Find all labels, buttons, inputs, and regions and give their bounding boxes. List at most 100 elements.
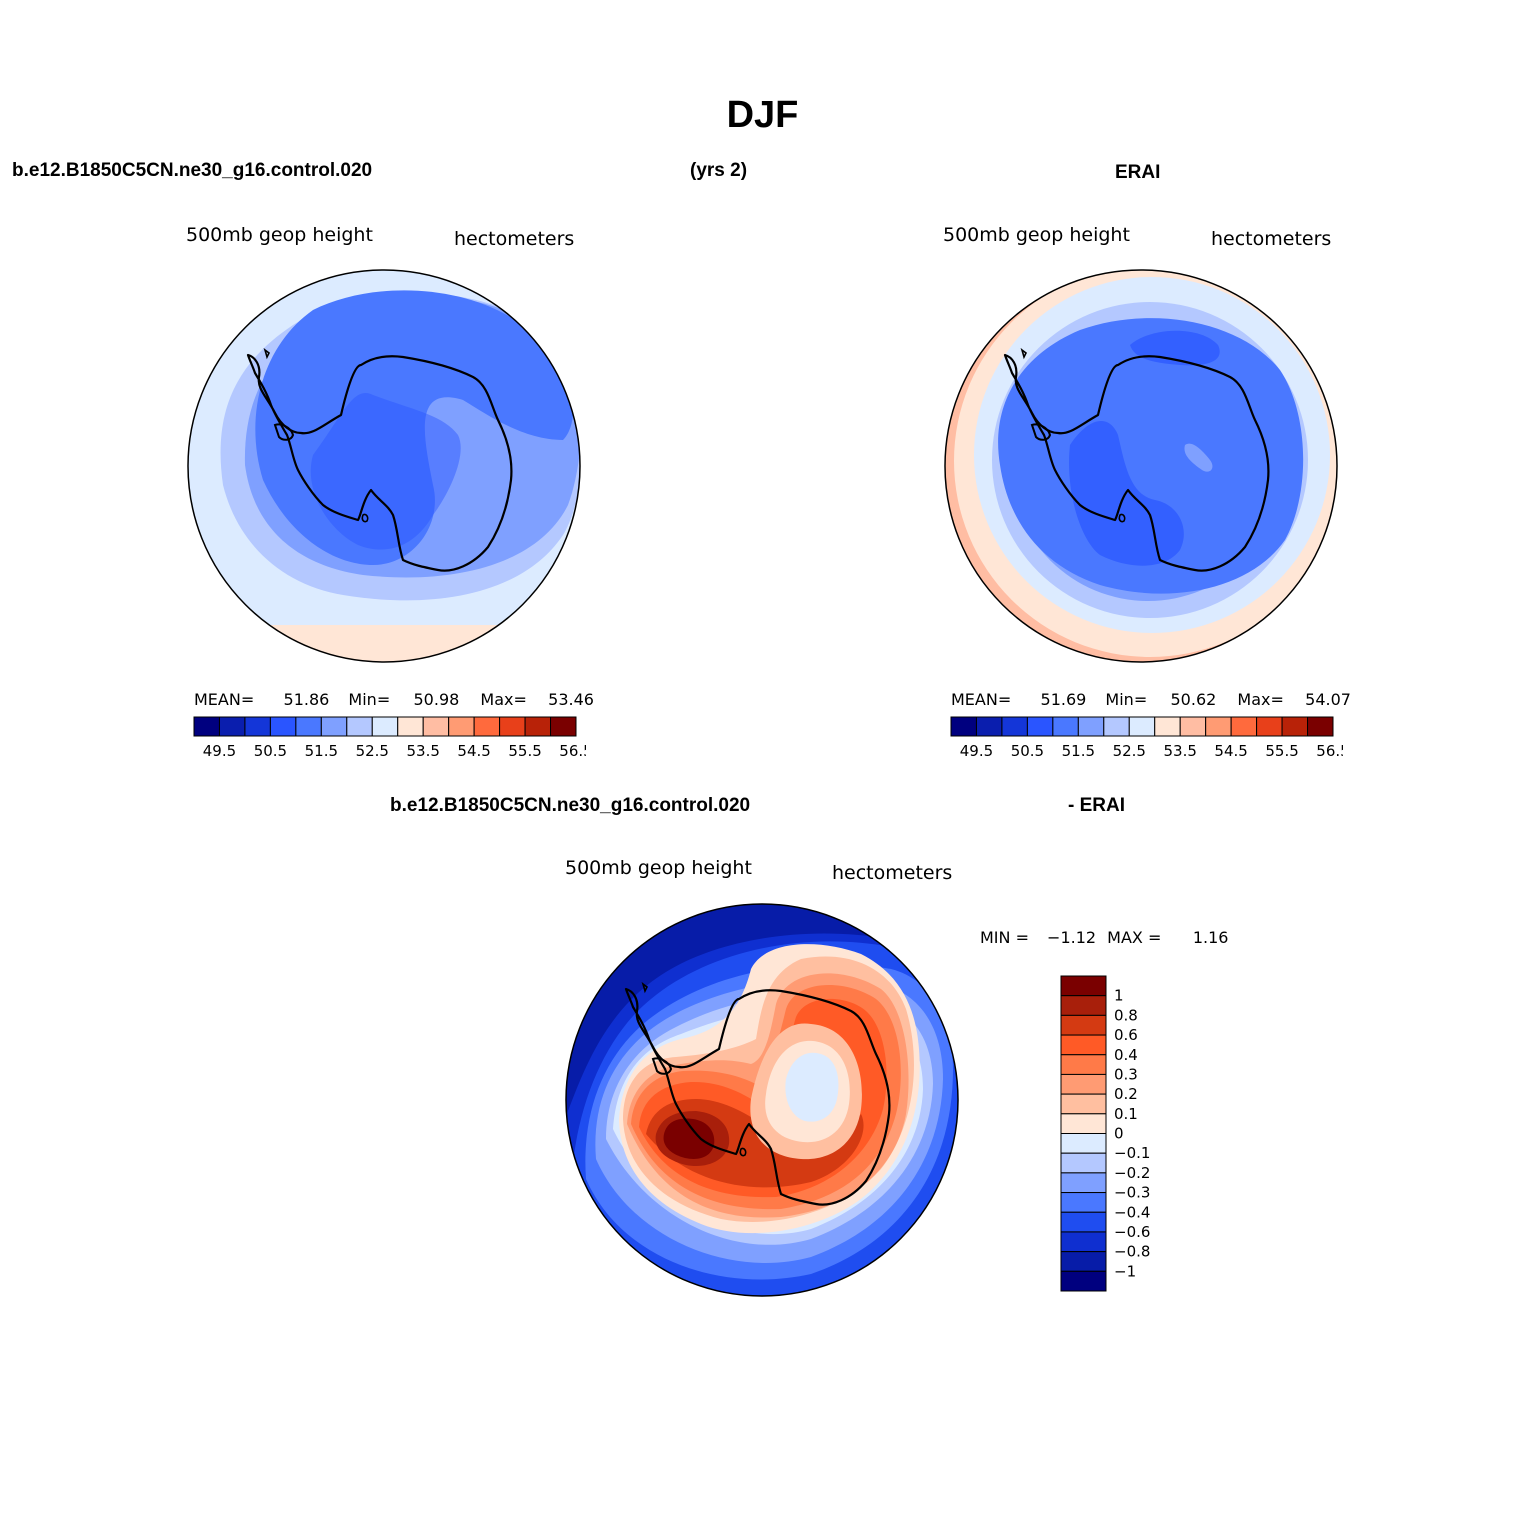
- top-right-case-title: ERAI: [1115, 162, 1161, 183]
- panel2-mean-value: 51.69: [1040, 690, 1087, 709]
- diff-title-right: - ERAI: [1068, 795, 1125, 816]
- panel1-min-label: Min=: [348, 690, 391, 709]
- panel1-units: hectometers: [454, 228, 575, 250]
- panel3-colorbar-swatch: [1060, 975, 1107, 997]
- panel2-colorbar-swatch: [1001, 716, 1028, 737]
- panel2-colorbar-swatch: [1077, 716, 1105, 737]
- panel3-colorbar-swatch: [1060, 1034, 1107, 1056]
- panel1-colorbar-swatch: [499, 716, 526, 737]
- panel3-colorbar-tick-label: 0.6: [1114, 1026, 1138, 1044]
- panel3-colorbar-tick-label: 0.2: [1114, 1085, 1138, 1103]
- panel3-colorbar-swatch: [1060, 1231, 1107, 1253]
- panel3-colorbar-swatch: [1060, 1211, 1107, 1233]
- panel2-colorbar-swatch: [1179, 716, 1207, 737]
- panel2-colorbar-swatch: [1230, 716, 1258, 737]
- panel2-min-value: 50.62: [1170, 690, 1217, 709]
- top-left-case-title: b.e12.B1850C5CN.ne30_g16.control.020: [12, 160, 373, 181]
- panel2-variable: 500mb geop height: [943, 224, 1130, 246]
- panel2-max-label: Max=: [1237, 690, 1284, 709]
- panel2-colorbar-tick-label: 50.5: [1011, 742, 1044, 760]
- panel2-colorbar-tick-label: 55.5: [1265, 742, 1298, 760]
- panel3-variable: 500mb geop height: [565, 857, 752, 879]
- panel3-colorbar-swatch: [1060, 1014, 1107, 1036]
- panel1-colorbar-swatch: [397, 716, 424, 737]
- panel1-colorbar-swatch: [269, 716, 297, 737]
- panel2-colorbar: 49.5 50.5 51.5 52.5 53.5 54.5 55.5 56.5: [950, 716, 1343, 760]
- panel2-mean-label: MEAN=: [951, 690, 1012, 709]
- panel2-colorbar-swatch: [950, 716, 977, 737]
- panel1-colorbar-swatch: [371, 716, 399, 737]
- panel1-model-map: [187, 269, 581, 663]
- panel3-min-value: −1.12: [1047, 928, 1097, 947]
- panel3-colorbar-swatch: [1060, 1270, 1107, 1292]
- panel3-colorbar-tick-label: 0.1: [1114, 1105, 1138, 1123]
- panel3-colorbar-swatch: [1060, 1192, 1107, 1213]
- panel1-colorbar-tick-label: 55.5: [508, 742, 541, 760]
- panel3-colorbar-swatch: [1060, 1073, 1107, 1095]
- panel3-colorbar-swatch: [1060, 1133, 1107, 1154]
- panel3-colorbar-swatch: [1060, 1152, 1107, 1174]
- panel2-stats: MEAN= 51.69 Min= 50.62 Max= 54.07: [951, 690, 1351, 709]
- panel1-colorbar: 49.5 50.5 51.5 52.5 53.5 54.5 55.5 56.5: [193, 716, 586, 760]
- panel2-colorbar-tick-label: 49.5: [960, 742, 993, 760]
- panel2-colorbar-swatch: [1256, 716, 1283, 737]
- panel3-colorbar-tick-label: −1: [1114, 1262, 1136, 1280]
- panel2-erai-map: [944, 269, 1338, 663]
- years-label: (yrs 2): [690, 160, 748, 181]
- panel2-colorbar-tick-label: 52.5: [1113, 742, 1146, 760]
- panel3-colorbar-tick-label: 0.3: [1114, 1065, 1138, 1083]
- panel1-variable: 500mb geop height: [186, 224, 373, 246]
- panel2-colorbar-swatch: [1307, 716, 1334, 737]
- panel1-colorbar-swatch: [473, 716, 501, 737]
- panel1-mean-value: 51.86: [283, 690, 330, 709]
- panel3-stats: MIN = −1.12 MAX = 1.16: [980, 928, 1228, 947]
- panel3-colorbar-swatch: [1060, 1172, 1107, 1194]
- panel3-colorbar-swatch: [1060, 1054, 1107, 1075]
- panel1-colorbar-tick-label: 52.5: [356, 742, 389, 760]
- figure-title: DJF: [726, 94, 799, 136]
- panel1-colorbar-tick-label: 51.5: [305, 742, 338, 760]
- panel3-max-label: MAX =: [1107, 928, 1162, 947]
- panel1-stats: MEAN= 51.86 Min= 50.98 Max= 53.46: [194, 690, 594, 709]
- panel1-colorbar-swatch: [550, 716, 577, 737]
- panel1-colorbar-tick-label: 49.5: [203, 742, 236, 760]
- panel1-min-value: 50.98: [413, 690, 460, 709]
- panel1-colorbar-swatch: [295, 716, 322, 737]
- panel3-colorbar-tick-label: −0.3: [1114, 1184, 1150, 1202]
- panel2-colorbar-swatch: [1205, 716, 1232, 737]
- panel2-colorbar-swatch: [1154, 716, 1181, 737]
- panel1-max-label: Max=: [480, 690, 527, 709]
- panel2-colorbar-swatch: [975, 716, 1003, 737]
- panel1-colorbar-swatch: [218, 716, 246, 737]
- panel3-colorbar-tick-label: −0.6: [1114, 1223, 1150, 1241]
- panel1-colorbar-tick-label: 50.5: [254, 742, 287, 760]
- panel2-colorbar-tick-label: 56.5: [1316, 742, 1343, 760]
- panel3-colorbar-tick-label: −0.8: [1114, 1243, 1150, 1261]
- panel1-colorbar-tick-label: 53.5: [406, 742, 439, 760]
- panel3-units: hectometers: [832, 862, 953, 884]
- panel3-colorbar-swatch: [1060, 1251, 1107, 1272]
- panel1-colorbar-swatch: [346, 716, 373, 737]
- panel3-colorbar-tick-label: 0: [1114, 1125, 1124, 1143]
- panel3-colorbar-tick-label: 0.8: [1114, 1006, 1138, 1024]
- panel3-colorbar-swatch: [1060, 1113, 1107, 1134]
- panel1-colorbar-swatch: [244, 716, 271, 737]
- panel1-colorbar-swatch: [193, 716, 220, 737]
- panel3-min-label: MIN =: [980, 928, 1029, 947]
- panel1-colorbar-swatch: [422, 716, 450, 737]
- panel3-colorbar: 10.8 0.6 0.40.3 0.2 0.1 0−0.1 −0.2 −0.3−0.4 −0.6…: [1060, 975, 1150, 1292]
- panel1-mean-label: MEAN=: [194, 690, 255, 709]
- panel2-colorbar-swatch: [1052, 716, 1079, 737]
- panel2-colorbar-tick-label: 51.5: [1062, 742, 1095, 760]
- panel3-colorbar-tick-label: −0.2: [1114, 1164, 1150, 1182]
- panel1-colorbar-swatch: [524, 716, 552, 737]
- panel3-colorbar-tick-label: 1: [1114, 987, 1124, 1005]
- panel2-units: hectometers: [1211, 228, 1332, 250]
- panel2-colorbar-swatch: [1026, 716, 1054, 737]
- panel3-colorbar-tick-label: −0.4: [1114, 1203, 1150, 1221]
- panel2-min-label: Min=: [1105, 690, 1148, 709]
- panel2-colorbar-swatch: [1128, 716, 1156, 737]
- panel1-colorbar-tick-label: 54.5: [457, 742, 490, 760]
- panel2-colorbar-swatch: [1103, 716, 1130, 737]
- panel1-colorbar-swatch: [448, 716, 475, 737]
